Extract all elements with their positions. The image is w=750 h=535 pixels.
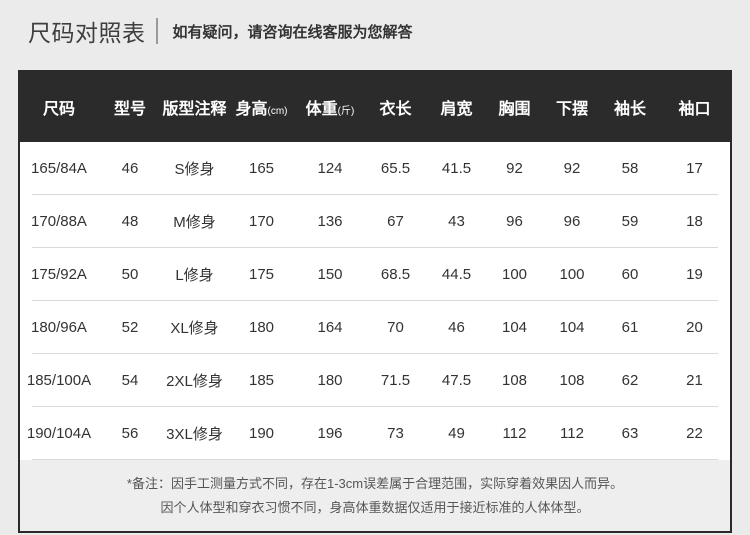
cell-size: 170/88A bbox=[31, 213, 87, 230]
page-subtitle: 如有疑问，请咨询在线客服为您解答 bbox=[172, 23, 413, 41]
cell-sleeve-length: 61 bbox=[621, 319, 639, 336]
cell-model: 50 bbox=[121, 266, 139, 283]
table-header-row: 尺码 型号 版型注释 身高(cm) 体重(斤) 衣长 肩宽 胸围 下摆 袖长 袖… bbox=[20, 72, 730, 142]
cell-model: 48 bbox=[121, 213, 139, 230]
table-row: 175/92A 50 L修身 175 150 68.5 44.5 100 100… bbox=[20, 248, 730, 301]
cell-cuff: 19 bbox=[686, 266, 703, 283]
cell-hem: 100 bbox=[559, 266, 585, 283]
cell-fit-note: XL修身 bbox=[170, 320, 219, 337]
cell-fit-note: L修身 bbox=[175, 267, 214, 284]
table-row: 165/84A 46 S修身 165 124 65.5 41.5 92 92 5… bbox=[20, 142, 730, 195]
cell-cuff: 21 bbox=[686, 372, 703, 389]
cell-size: 180/96A bbox=[31, 319, 87, 336]
col-header-hem: 下摆 bbox=[555, 101, 588, 118]
cell-cuff: 22 bbox=[686, 425, 703, 442]
cell-hem: 104 bbox=[559, 319, 585, 336]
cell-shoulder-width: 47.5 bbox=[441, 372, 472, 389]
cell-height: 165 bbox=[248, 160, 275, 177]
cell-chest: 108 bbox=[501, 372, 528, 389]
cell-height: 175 bbox=[248, 266, 275, 283]
cell-height: 185 bbox=[248, 372, 275, 389]
col-header-height: 身高(cm) bbox=[235, 101, 288, 118]
page-header: 尺码对照表 如有疑问，请咨询在线客服为您解答 bbox=[0, 0, 750, 62]
cell-size: 175/92A bbox=[31, 266, 87, 283]
cell-chest: 100 bbox=[501, 266, 528, 283]
table-row: 170/88A 48 M修身 170 136 67 43 96 96 59 18 bbox=[20, 195, 730, 248]
cell-chest: 112 bbox=[502, 425, 527, 442]
cell-sleeve-length: 62 bbox=[621, 372, 639, 389]
cell-shoulder-width: 41.5 bbox=[441, 160, 472, 177]
cell-model: 54 bbox=[121, 372, 139, 389]
cell-weight: 150 bbox=[317, 266, 343, 283]
col-header-shoulder-width: 肩宽 bbox=[440, 101, 473, 118]
col-header-weight: 体重(斤) bbox=[305, 101, 355, 118]
cell-sleeve-length: 60 bbox=[621, 266, 639, 283]
note-section: *备注：因手工测量方式不同，存在1-3cm误差属于合理范围，实际穿着效果因人而异… bbox=[20, 460, 730, 531]
cell-shoulder-width: 44.5 bbox=[441, 266, 472, 283]
cell-chest: 92 bbox=[506, 160, 523, 177]
cell-garment-length: 67 bbox=[387, 213, 404, 230]
table-row: 190/104A 56 3XL修身 190 196 73 49 112 112 … bbox=[20, 407, 730, 460]
note-line-1: *备注：因手工测量方式不同，存在1-3cm误差属于合理范围，实际穿着效果因人而异… bbox=[126, 475, 624, 491]
table-row: 185/100A 54 2XL修身 185 180 71.5 47.5 108 … bbox=[20, 354, 730, 407]
cell-hem: 96 bbox=[563, 213, 581, 230]
col-header-size: 尺码 bbox=[42, 101, 75, 118]
table-row: 180/96A 52 XL修身 180 164 70 46 104 104 61… bbox=[20, 301, 730, 354]
cell-garment-length: 71.5 bbox=[380, 372, 411, 389]
col-header-cuff: 袖口 bbox=[678, 101, 711, 118]
cell-weight: 164 bbox=[317, 319, 343, 336]
cell-cuff: 18 bbox=[686, 213, 703, 230]
cell-model: 52 bbox=[121, 319, 139, 336]
col-header-fit-note: 版型注释 bbox=[162, 101, 227, 118]
cell-shoulder-width: 46 bbox=[448, 319, 465, 336]
cell-model: 46 bbox=[121, 160, 139, 177]
cell-size: 190/104A bbox=[26, 425, 92, 442]
page-title: 尺码对照表 bbox=[28, 20, 146, 46]
cell-height: 170 bbox=[248, 213, 275, 230]
cell-hem: 92 bbox=[563, 160, 581, 177]
cell-garment-length: 65.5 bbox=[380, 160, 411, 177]
cell-chest: 104 bbox=[501, 319, 528, 336]
cell-cuff: 17 bbox=[686, 160, 703, 177]
cell-model: 56 bbox=[121, 425, 139, 442]
cell-shoulder-width: 43 bbox=[448, 213, 465, 230]
cell-sleeve-length: 63 bbox=[621, 425, 639, 442]
cell-sleeve-length: 58 bbox=[621, 160, 639, 177]
cell-fit-note: 3XL修身 bbox=[166, 426, 223, 443]
note-line-2: 因个人体型和穿衣习惯不同，身高体重数据仅适用于接近标准的人体体型。 bbox=[160, 499, 590, 515]
col-header-model: 型号 bbox=[113, 101, 146, 118]
cell-fit-note: 2XL修身 bbox=[166, 373, 223, 390]
cell-weight: 180 bbox=[317, 372, 343, 389]
cell-fit-note: S修身 bbox=[174, 161, 215, 178]
title-divider bbox=[155, 18, 158, 44]
col-header-chest: 胸围 bbox=[498, 101, 531, 118]
cell-shoulder-width: 49 bbox=[448, 425, 465, 442]
cell-hem: 112 bbox=[560, 425, 584, 442]
cell-weight: 124 bbox=[317, 160, 343, 177]
cell-size: 185/100A bbox=[26, 372, 92, 389]
cell-cuff: 20 bbox=[686, 319, 703, 336]
cell-fit-note: M修身 bbox=[173, 214, 216, 231]
cell-weight: 136 bbox=[317, 213, 343, 230]
cell-hem: 108 bbox=[559, 372, 585, 389]
cell-chest: 96 bbox=[506, 213, 523, 230]
cell-sleeve-length: 59 bbox=[621, 213, 639, 230]
cell-height: 180 bbox=[248, 319, 275, 336]
col-header-garment-length: 衣长 bbox=[379, 101, 412, 118]
cell-garment-length: 73 bbox=[387, 425, 404, 442]
col-header-sleeve-length: 袖长 bbox=[613, 101, 646, 118]
cell-garment-length: 70 bbox=[387, 319, 404, 336]
cell-size: 165/84A bbox=[31, 160, 87, 177]
cell-weight: 196 bbox=[317, 425, 343, 442]
cell-garment-length: 68.5 bbox=[380, 266, 411, 283]
cell-height: 190 bbox=[248, 425, 275, 442]
size-chart-table: 尺码 型号 版型注释 身高(cm) 体重(斤) 衣长 肩宽 胸围 下摆 袖长 袖… bbox=[18, 70, 732, 533]
